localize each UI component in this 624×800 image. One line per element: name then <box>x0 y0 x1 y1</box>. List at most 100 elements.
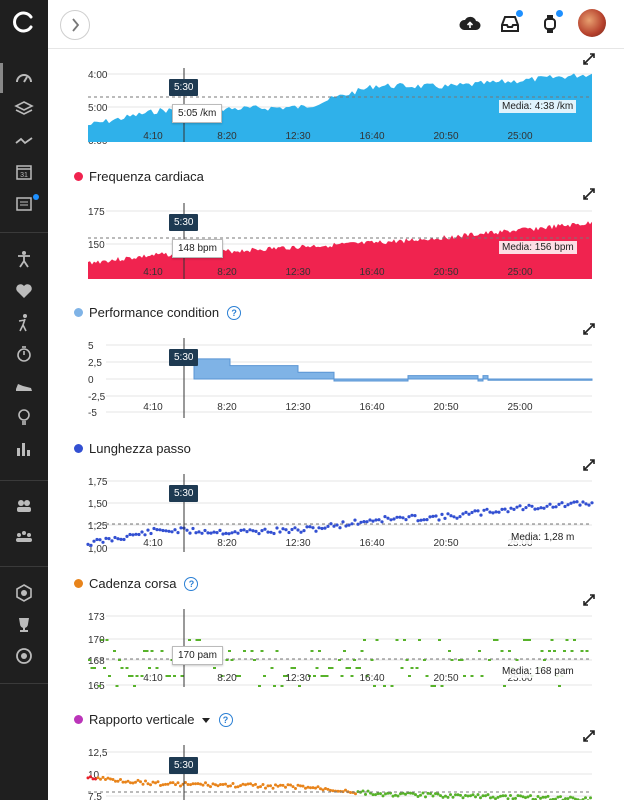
vertical-point <box>111 778 115 781</box>
stride-point <box>89 543 93 547</box>
cadence-average-label: Media: 168 pam <box>499 665 577 678</box>
expand-icon[interactable] <box>582 187 596 201</box>
stride-point <box>107 537 111 541</box>
back-button[interactable] <box>60 10 90 40</box>
vertical-point <box>421 791 425 795</box>
cadence-point <box>410 667 414 669</box>
cadence-point <box>563 650 566 652</box>
app-logo-icon[interactable] <box>12 10 36 34</box>
heart-rate-title: Frequenza cardiaca <box>74 169 204 184</box>
cadence-point <box>448 650 451 652</box>
cadence-point <box>120 667 124 669</box>
stride-point <box>338 526 342 530</box>
stride-point <box>518 504 522 508</box>
vertical-point <box>446 795 450 799</box>
vertical-point <box>491 795 495 799</box>
performance-y-tick: 0 <box>88 375 94 386</box>
help-icon[interactable]: ? <box>184 576 199 591</box>
stride-point <box>149 531 153 536</box>
vertical-point <box>254 782 257 786</box>
vertical-ratio-chart[interactable]: 12,5 10 7,5 <box>86 745 592 800</box>
expand-icon[interactable] <box>582 52 596 66</box>
stride-point <box>461 512 465 516</box>
vertical-point <box>141 782 145 786</box>
stride-y-tick: 1,75 <box>88 477 108 488</box>
vertical-point <box>519 794 522 798</box>
cadence-point <box>168 675 171 677</box>
vertical-point <box>291 785 295 789</box>
cadence-point <box>135 675 139 677</box>
stride-point <box>569 501 573 505</box>
stride-point <box>410 513 414 517</box>
watch-icon[interactable] <box>538 12 562 36</box>
dashboard-icon[interactable] <box>14 68 34 88</box>
cadence-point <box>93 667 96 669</box>
groups-icon[interactable] <box>14 496 34 516</box>
stride-point <box>449 514 453 518</box>
golf-icon[interactable] <box>14 313 34 333</box>
expand-icon[interactable] <box>582 593 596 607</box>
stride-point <box>413 514 417 518</box>
cadence-point <box>173 675 176 677</box>
stride-point <box>293 526 297 530</box>
caret-down-icon[interactable] <box>201 715 211 725</box>
expand-icon[interactable] <box>582 458 596 472</box>
vertical-point <box>126 779 130 783</box>
exercise-icon[interactable] <box>14 249 34 269</box>
calendar-icon[interactable]: 31 <box>14 162 34 182</box>
help-icon[interactable]: ? <box>227 305 242 320</box>
upload-icon[interactable] <box>458 12 482 36</box>
stride-point <box>302 529 306 533</box>
cadence-point <box>415 667 419 669</box>
layers-icon[interactable] <box>14 99 34 119</box>
stride-point <box>458 515 462 519</box>
trophy-icon[interactable] <box>14 615 34 635</box>
cadence-point <box>503 685 506 687</box>
vertical-point <box>214 783 217 787</box>
vertical-point <box>269 784 272 788</box>
vertical-point <box>304 786 307 790</box>
target-icon[interactable] <box>14 646 34 666</box>
vertical-point <box>299 784 302 788</box>
cadence-y-tick: 168 <box>88 656 105 667</box>
stride-title: Lunghezza passo <box>74 441 191 456</box>
vertical-point <box>444 794 447 798</box>
vertical-point <box>484 794 487 798</box>
vertical-point <box>531 797 535 800</box>
vertical-point <box>324 787 327 790</box>
stopwatch-icon[interactable] <box>14 344 34 364</box>
news-icon[interactable] <box>14 194 34 214</box>
vertical-point <box>116 779 120 783</box>
connections-icon[interactable] <box>14 527 34 547</box>
pace-x-tick: 25:00 <box>507 131 532 142</box>
heart-icon[interactable] <box>14 281 34 301</box>
cadence-point <box>375 639 379 641</box>
bar-chart-icon[interactable] <box>14 439 34 459</box>
cadence-point <box>360 650 364 652</box>
activity-icon[interactable] <box>14 131 34 151</box>
performance-chart[interactable]: 5 2,5 0 -2,5 -5 4:10 8:20 12:30 16:40 20:50 25:00 <box>86 338 593 419</box>
inbox-icon[interactable] <box>498 12 522 36</box>
stride-point <box>314 529 318 533</box>
stride-point <box>158 528 162 532</box>
avatar[interactable] <box>578 9 606 37</box>
vertical-point <box>231 782 235 785</box>
bulb-icon[interactable] <box>14 407 34 427</box>
stride-point <box>398 515 402 519</box>
expand-icon[interactable] <box>582 322 596 336</box>
help-icon[interactable]: ? <box>218 712 233 727</box>
shoe-icon[interactable] <box>14 376 34 396</box>
vertical-point <box>556 795 560 799</box>
stride-y-tick: 1,25 <box>88 521 108 532</box>
pace-x-tick: 8:20 <box>217 131 237 142</box>
stride-point <box>254 529 258 533</box>
vertical-point <box>281 783 285 787</box>
cadence-point <box>213 667 216 669</box>
stride-point <box>239 528 243 532</box>
performance-y-tick: -2,5 <box>88 392 106 403</box>
badges-icon[interactable] <box>14 583 34 603</box>
stride-point <box>290 527 294 532</box>
expand-icon[interactable] <box>582 729 596 743</box>
vertical-point <box>521 795 525 799</box>
